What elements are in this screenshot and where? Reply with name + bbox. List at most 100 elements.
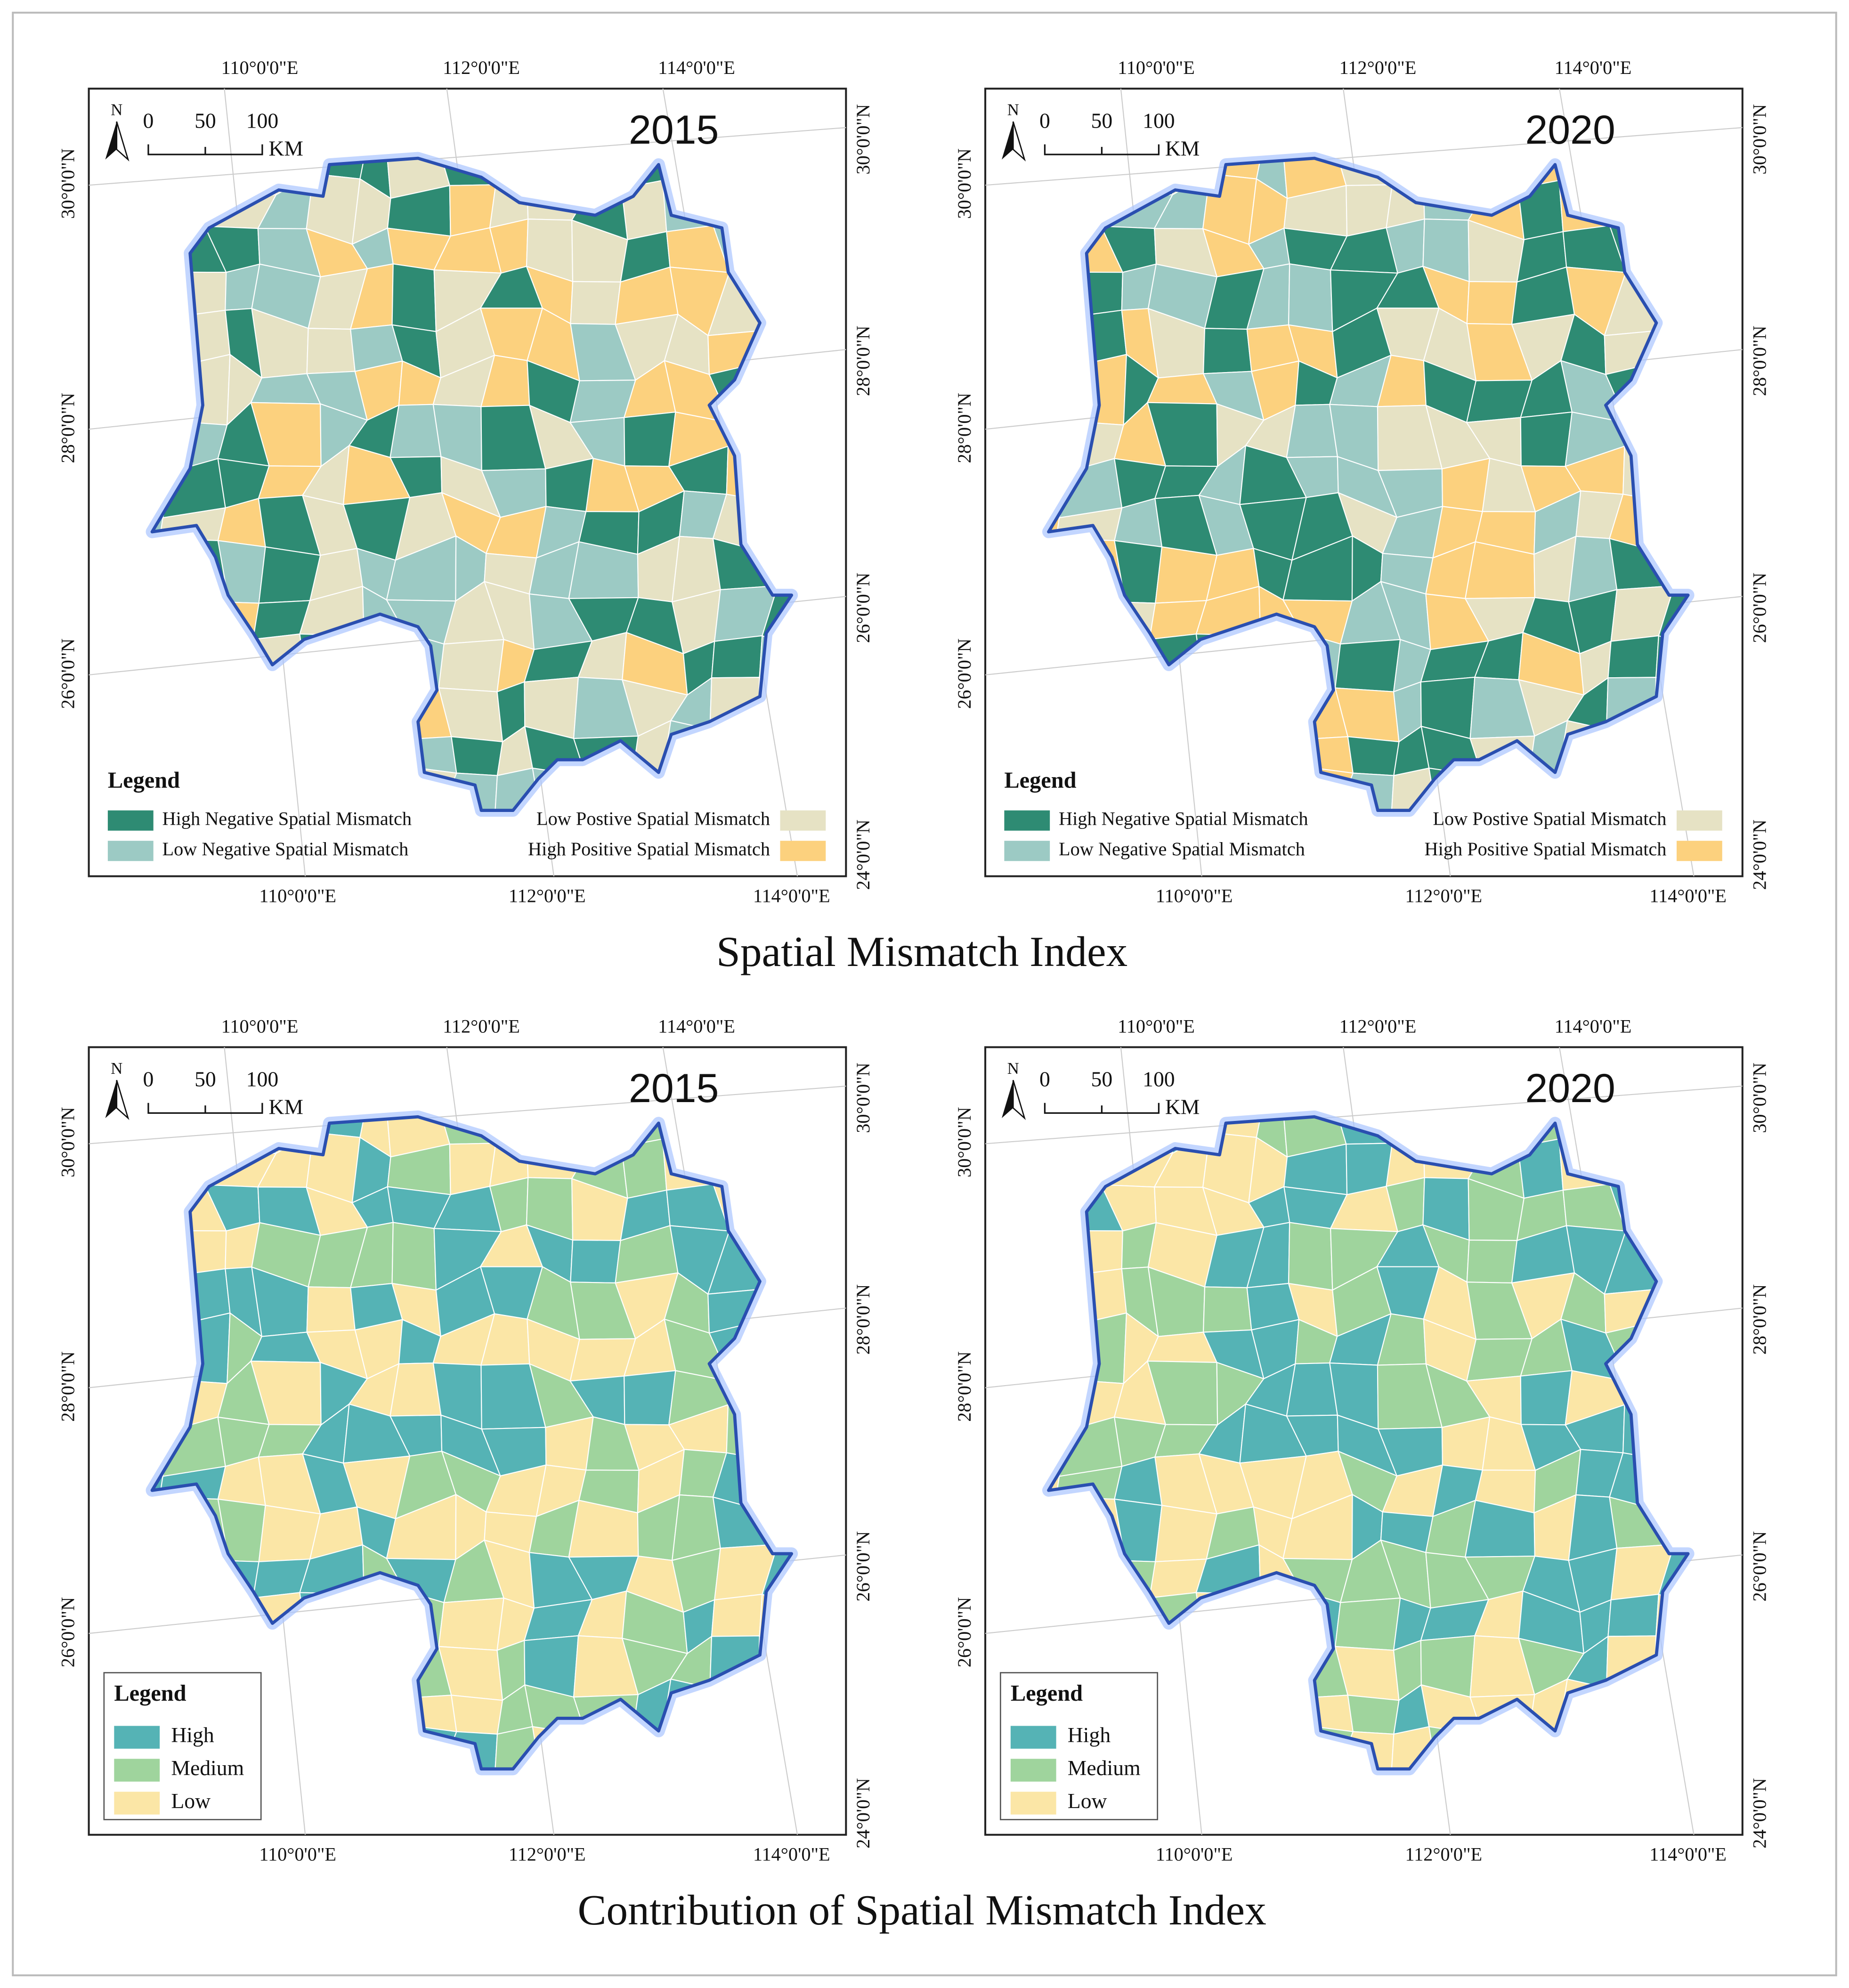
lat-label: 30°0'0"N [57,148,78,219]
lon-label: 112°0'0"E [443,1015,520,1037]
lon-label: 112°0'0"E [509,1844,586,1865]
lat-label: 26°0'0"N [954,639,975,709]
legend-swatch [1010,1759,1056,1782]
lat-label: 28°0'0"N [1749,1284,1770,1355]
region [711,1593,763,1637]
region [1520,1370,1573,1426]
province-outline [1047,1115,1690,1771]
lat-label: 26°0'0"N [852,573,874,643]
legend-label: High [171,1723,214,1747]
legend-swatch [780,841,826,861]
legend-swatch [1004,810,1050,831]
legend-swatch [780,810,826,831]
lat-label: 26°0'0"N [1749,1531,1770,1602]
lat-label: 24°0'0"N [1749,1778,1770,1849]
scale-label: 50 [1091,108,1113,132]
scale-label: 0 [1039,1067,1050,1091]
region [389,1362,442,1417]
lat-label: 30°0'0"N [954,148,975,219]
lat-label: 28°0'0"N [57,1351,78,1422]
region [1334,639,1401,692]
legend-label: High Positive Spatial Mismatch [528,838,770,860]
map-panel: 110°0'0"E 112°0'0"E 114°0'0"E 110°0'0"E 112°… [57,57,874,906]
lat-label: 28°0'0"N [57,393,78,463]
legend-title: Legend [1004,768,1076,793]
lat-label: 26°0'0"N [57,1597,78,1668]
lat-label: 30°0'0"N [57,1107,78,1177]
region [624,1370,676,1426]
north-label: N [1007,101,1019,119]
lat-label: 26°0'0"N [954,1597,975,1668]
lon-label: 114°0'0"E [1555,1015,1632,1037]
region [711,635,763,679]
scale-label: 0 [143,1067,154,1091]
lat-label: 24°0'0"N [1749,820,1770,890]
lat-label: 30°0'0"N [852,1063,874,1133]
scale-label: 100 [1143,108,1175,132]
lon-label: 114°0'0"E [1555,57,1632,78]
scale-bar [147,1103,263,1114]
legend-title: Legend [108,768,180,793]
region [1286,404,1338,458]
legend-swatch [114,1792,160,1815]
lat-label: 30°0'0"N [852,104,874,175]
scale-label: 100 [246,108,279,132]
lat-label: 30°0'0"N [1749,1063,1770,1133]
lon-label: 114°0'0"E [753,1844,830,1865]
graticule-line [89,1086,846,1144]
north-arrow [1012,1079,1026,1120]
lon-label: 112°0'0"E [509,885,586,906]
region [624,411,676,467]
region [570,281,621,325]
legend-title: Legend [1011,1681,1083,1706]
lat-label: 30°0'0"N [1749,104,1770,175]
region [1288,1222,1333,1291]
lon-label: 112°0'0"E [1405,885,1482,906]
region [1286,1362,1338,1417]
lon-label: 110°0'0"E [221,1015,299,1037]
scale-unit: KM [1165,1095,1200,1119]
legend-label: Low Negative Spatial Mismatch [162,838,409,860]
scale-label: 0 [143,108,154,132]
scale-unit: KM [268,1095,303,1119]
lat-label: 28°0'0"N [852,1284,874,1355]
region [306,1286,356,1333]
scale-label: 100 [246,1067,279,1091]
section-title: Spatial Mismatch Index [716,928,1127,975]
legend-label: Low Negative Spatial Mismatch [1059,838,1305,860]
lat-label: 28°0'0"N [954,1351,975,1422]
region [391,1222,437,1291]
north-arrow [116,121,130,162]
legend-swatch [1004,841,1050,861]
legend-swatch [114,1759,160,1782]
scale-label: 50 [1091,1067,1113,1091]
province-outline [1047,156,1690,812]
scale-label: 50 [195,1067,216,1091]
graticule-line [985,127,1743,186]
legend-swatch [1010,1792,1056,1815]
lon-label: 112°0'0"E [1339,1015,1417,1037]
region [1347,1695,1400,1735]
legend-label: Medium [1068,1756,1141,1780]
legend-label: Low [171,1789,211,1813]
legend-swatch [114,1726,160,1749]
lat-label: 26°0'0"N [1749,573,1770,643]
region [570,1239,621,1284]
legend-label: High Positive Spatial Mismatch [1425,838,1667,860]
lon-label: 114°0'0"E [658,57,735,78]
lon-label: 114°0'0"E [1649,885,1727,906]
lon-label: 110°0'0"E [1118,57,1195,78]
region [1288,263,1333,333]
legend-swatch [107,841,154,861]
legend-label: Medium [171,1756,244,1780]
lon-label: 110°0'0"E [259,1844,336,1865]
lon-label: 110°0'0"E [1118,1015,1195,1037]
lon-label: 110°0'0"E [259,885,336,906]
lon-label: 114°0'0"E [753,885,830,906]
north-label: N [111,1059,122,1078]
section-title: Contribution of Spatial Mismatch Index [577,1886,1266,1934]
legend-label: High [1068,1723,1111,1747]
legend-swatch [1676,841,1722,861]
region [1347,736,1400,776]
